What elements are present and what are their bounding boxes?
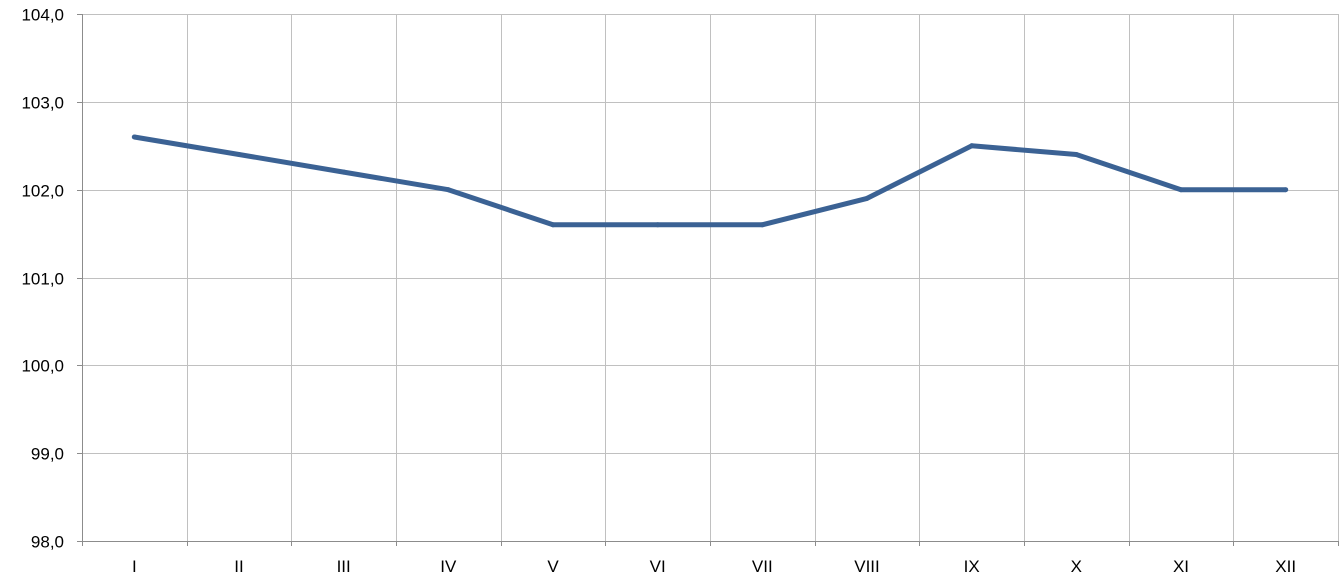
data-point [341,169,347,175]
grid-layer [82,14,1339,542]
axis-layer [77,14,1339,546]
x-tick-labels: I II III IV V VI VII VIII IX X XI XII [132,557,1296,576]
y-tick-label: 103,0 [21,94,64,113]
series-line [133,134,1286,228]
y-tick-label: 102,0 [21,182,64,201]
data-point [1178,187,1184,193]
x-tick-label: I [132,557,137,576]
x-tick-label: V [547,557,559,576]
x-tick-label: VIII [854,557,880,576]
x-tick-label: III [337,557,351,576]
series-layer [131,134,1289,228]
data-point [445,187,451,193]
x-tick-label: VII [752,557,773,576]
data-point [655,222,661,228]
x-tick-label: VI [650,557,666,576]
x-tick-label: XI [1173,557,1189,576]
y-tick-label: 104,0 [21,6,64,25]
x-tick-label: X [1071,557,1082,576]
data-point [131,134,137,140]
x-tick-label: IV [440,557,457,576]
data-point [864,195,870,201]
data-point [550,222,556,228]
data-point [1073,152,1079,157]
y-tick-label: 101,0 [21,270,64,289]
x-tick-label: XII [1275,557,1296,576]
y-tick-label: 98,0 [31,533,64,552]
data-point [236,152,242,157]
x-tick-label: IX [964,557,980,576]
x-tick-label: II [234,557,243,576]
y-tick-labels: 98,0 99,0 100,0 101,0 102,0 103,0 104,0 [21,6,64,552]
y-tick-label: 99,0 [31,445,64,464]
data-point [969,143,975,149]
data-point [1283,187,1289,193]
data-point [759,222,765,228]
y-tick-label: 100,0 [21,357,64,376]
